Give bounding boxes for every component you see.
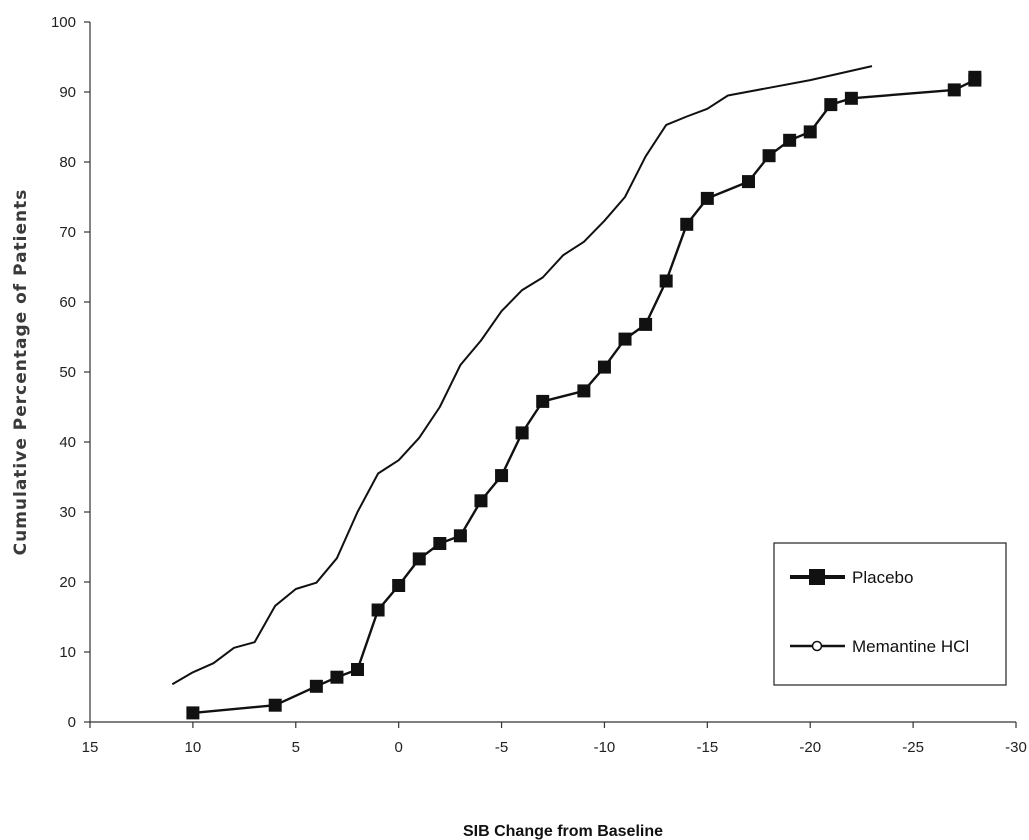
legend: Placebo Memantine HCl [773, 542, 1007, 686]
legend-label-memantine: Memantine HCl [852, 637, 969, 656]
placebo-point [680, 217, 694, 231]
placebo-point [309, 679, 323, 693]
y-tick-label: 10 [59, 644, 76, 661]
x-ticks: 15 10 5 0 -5 -10 -15 -20 -25 -30 [82, 722, 1027, 756]
y-tick-label: 90 [59, 84, 76, 101]
legend-marker-memantine [811, 640, 823, 652]
legend-box [773, 542, 1007, 686]
x-tick-label: -20 [799, 739, 821, 756]
y-tick-label: 100 [51, 14, 76, 31]
placebo-point [371, 603, 385, 617]
legend-item-memantine: Memantine HCl [790, 637, 969, 656]
placebo-point [536, 394, 550, 408]
legend-marker-placebo [809, 569, 825, 585]
y-axis-title: Cumulative Percentage of Patients [11, 189, 31, 556]
y-tick-label: 60 [59, 294, 76, 311]
y-tick-label: 20 [59, 574, 76, 591]
x-tick-label: -10 [594, 739, 616, 756]
series-line-memantine [171, 65, 873, 686]
x-tick-label: 5 [292, 739, 300, 756]
placebo-point [618, 332, 632, 346]
placebo-point [474, 494, 488, 508]
placebo-point [351, 663, 365, 676]
x-tick-label: 0 [394, 739, 402, 756]
y-tick-label: 30 [59, 504, 76, 521]
x-tick-label: -15 [696, 739, 718, 756]
series-layer [171, 65, 982, 720]
placebo-point [741, 175, 755, 189]
placebo-point [824, 98, 838, 112]
y-tick-label: 80 [59, 154, 76, 171]
legend-item-placebo: Placebo [790, 568, 913, 587]
placebo-point [495, 469, 509, 483]
placebo-point [412, 552, 426, 566]
placebo-point [392, 579, 406, 592]
x-tick-label: -5 [495, 739, 508, 756]
placebo-point [783, 133, 797, 147]
placebo-point [844, 91, 858, 105]
placebo-point [659, 274, 673, 288]
y-ticks: 0 10 20 30 40 50 60 70 80 90 100 [51, 14, 90, 731]
y-tick-label: 0 [68, 714, 76, 731]
placebo-point [597, 360, 611, 374]
placebo-point [639, 317, 653, 331]
placebo-point [433, 537, 447, 550]
y-tick-label: 70 [59, 224, 76, 241]
placebo-point [803, 125, 817, 139]
x-tick-label: 10 [185, 739, 202, 756]
y-tick-label: 40 [59, 434, 76, 451]
placebo-point [515, 426, 529, 440]
x-tick-label: -30 [1005, 739, 1027, 756]
placebo-point [268, 698, 282, 712]
placebo-point [947, 83, 961, 97]
placebo-point [186, 706, 200, 720]
placebo-point [762, 149, 776, 163]
legend-label-placebo: Placebo [852, 568, 913, 587]
placebo-point [968, 70, 982, 84]
placebo-point [453, 529, 467, 543]
y-tick-label: 50 [59, 364, 76, 381]
placebo-point [330, 670, 344, 684]
x-axis-title: SIB Change from Baseline [463, 823, 663, 840]
placebo-point [700, 191, 714, 205]
x-tick-label: -25 [902, 739, 924, 756]
placebo-point [577, 384, 591, 398]
x-tick-label: 15 [82, 739, 99, 756]
